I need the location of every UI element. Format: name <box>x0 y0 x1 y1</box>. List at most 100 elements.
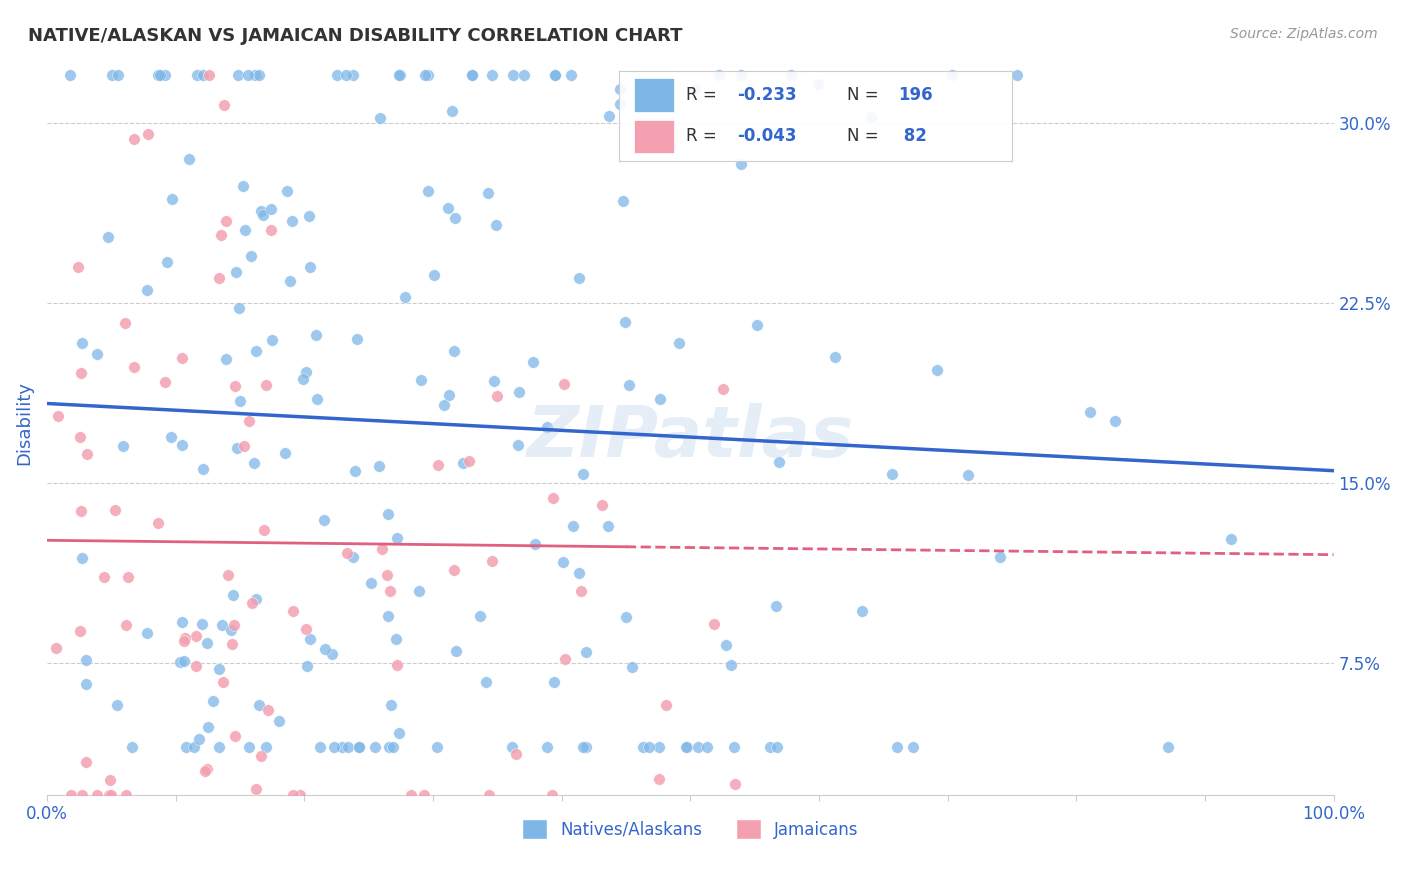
Point <box>222 588 245 602</box>
Point <box>572 739 595 754</box>
Point <box>46 409 69 423</box>
Point <box>193 462 215 476</box>
Point <box>98 788 121 802</box>
Point <box>233 223 256 237</box>
Point <box>260 222 283 236</box>
Point <box>707 68 730 82</box>
Point <box>66 260 89 274</box>
Point <box>107 68 129 82</box>
Point <box>238 739 260 754</box>
Point <box>160 430 183 444</box>
Point <box>214 98 236 112</box>
Point <box>458 454 481 468</box>
Point <box>1078 405 1101 419</box>
Point <box>416 185 439 199</box>
Point <box>444 211 467 226</box>
Point <box>238 414 260 428</box>
Point <box>104 502 127 516</box>
Point <box>714 638 737 652</box>
Point <box>245 781 267 796</box>
Point <box>413 68 436 82</box>
Point <box>173 654 195 668</box>
Point <box>730 68 752 82</box>
Point <box>307 392 329 407</box>
Text: NATIVE/ALASKAN VS JAMAICAN DISABILITY CORRELATION CHART: NATIVE/ALASKAN VS JAMAICAN DISABILITY CO… <box>28 27 683 45</box>
Point <box>766 739 789 754</box>
Point <box>536 739 558 754</box>
Point <box>193 68 215 82</box>
Point <box>609 82 631 96</box>
Point <box>360 575 382 590</box>
Point <box>560 68 582 82</box>
Point <box>280 275 302 289</box>
Point <box>93 570 115 584</box>
Point <box>423 268 446 283</box>
Text: 196: 196 <box>898 86 932 103</box>
Point <box>882 467 904 481</box>
Point <box>169 655 191 669</box>
Point <box>211 618 233 632</box>
Point <box>569 584 592 599</box>
Point <box>184 658 207 673</box>
Point <box>260 333 283 347</box>
Point <box>513 68 536 82</box>
Point <box>427 458 450 473</box>
Point <box>174 631 197 645</box>
Point <box>153 68 176 82</box>
Point <box>224 379 246 393</box>
Point <box>294 622 316 636</box>
Point <box>173 634 195 648</box>
Point <box>851 604 873 618</box>
Point <box>375 568 398 582</box>
Point <box>72 788 94 802</box>
Point <box>443 343 465 358</box>
Point <box>536 419 558 434</box>
Point <box>723 739 745 754</box>
Point <box>222 618 245 632</box>
Point <box>198 68 221 82</box>
Point <box>394 290 416 304</box>
Point <box>730 156 752 170</box>
Point <box>260 202 283 217</box>
Point <box>807 77 830 91</box>
Point <box>554 652 576 666</box>
Point <box>217 567 239 582</box>
Point <box>650 392 672 407</box>
Point <box>485 389 508 403</box>
Point <box>346 332 368 346</box>
Point <box>76 447 98 461</box>
Point <box>409 373 432 387</box>
Point <box>86 788 108 802</box>
Point <box>385 632 408 646</box>
Point <box>70 366 93 380</box>
Point <box>250 203 273 218</box>
Point <box>668 336 690 351</box>
Point <box>209 227 232 242</box>
Point <box>60 788 83 802</box>
Point <box>183 739 205 754</box>
Point <box>245 591 267 606</box>
Point <box>281 604 304 618</box>
Point <box>541 491 564 505</box>
Point <box>886 739 908 754</box>
Point <box>765 599 787 614</box>
Point <box>290 788 312 802</box>
Point <box>451 456 474 470</box>
Point <box>305 327 328 342</box>
Point <box>461 68 484 82</box>
Point <box>335 68 357 82</box>
Point <box>194 764 217 779</box>
Point <box>69 624 91 639</box>
Point <box>299 632 322 647</box>
Point <box>267 714 290 728</box>
Point <box>96 229 118 244</box>
Point <box>957 468 980 483</box>
Point <box>768 455 790 469</box>
Point <box>387 531 409 545</box>
Point <box>240 249 263 263</box>
Point <box>312 513 335 527</box>
Point <box>561 519 583 533</box>
Point <box>478 788 501 802</box>
Point <box>591 498 613 512</box>
Point <box>399 788 422 802</box>
